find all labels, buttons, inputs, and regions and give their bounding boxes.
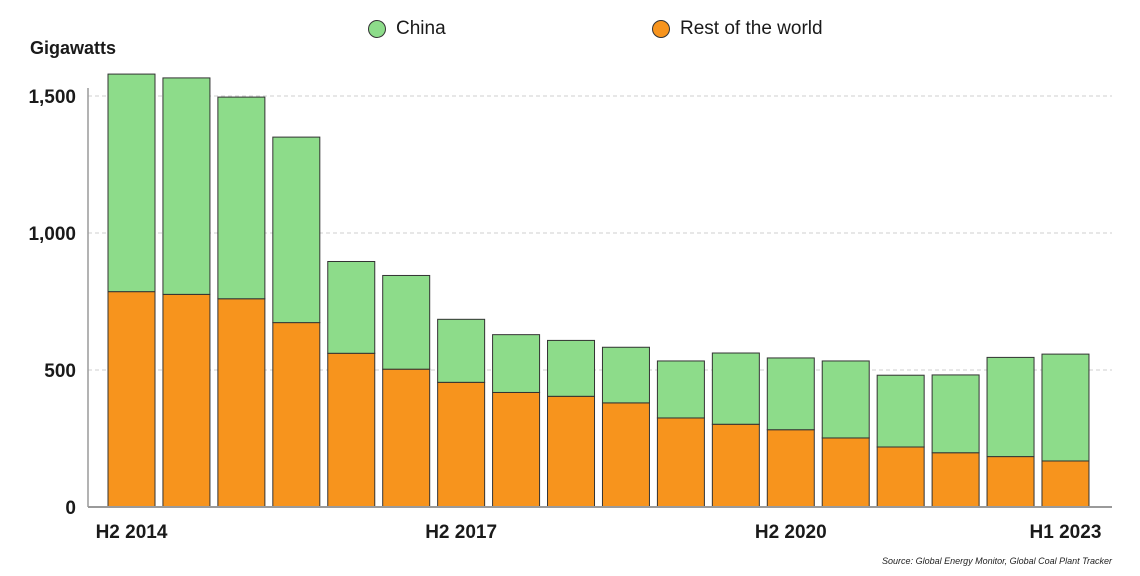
y-tick-label: 1,000 [28, 224, 76, 245]
bar-rest-of-world [986, 456, 1035, 508]
bar-rest-of-world [601, 402, 650, 508]
bar-rest-of-world [711, 423, 760, 508]
x-tick-label: H1 2023 [1030, 522, 1102, 543]
bar-china [766, 357, 815, 431]
bar-china [437, 318, 486, 383]
bar-china [272, 136, 321, 324]
bar-china [547, 339, 596, 397]
bar-rest-of-world [656, 417, 705, 508]
bar-china [821, 360, 870, 439]
legend-label-rest: Rest of the world [680, 18, 823, 39]
legend-swatch-rest [652, 20, 670, 38]
y-tick-label: 0 [65, 498, 76, 519]
bar-china [711, 352, 760, 425]
bar-rest-of-world [492, 391, 541, 508]
bar-rest-of-world [327, 352, 376, 508]
bar-rest-of-world [437, 381, 486, 508]
bar-rest-of-world [162, 293, 211, 508]
bar-rest-of-world [547, 395, 596, 508]
bar-rest-of-world [217, 298, 266, 508]
bar-china [876, 374, 925, 448]
bar-china [162, 77, 211, 295]
legend-swatch-china [368, 20, 386, 38]
legend-item-rest: Rest of the world [652, 14, 823, 44]
bar-rest-of-world [876, 446, 925, 508]
source-note: Source: Global Energy Monitor, Global Co… [882, 556, 1112, 566]
legend-item-china: China [368, 14, 446, 44]
x-tick-label: H2 2020 [755, 522, 827, 543]
bar-rest-of-world [382, 368, 431, 508]
bar-china [107, 73, 156, 293]
y-tick-label: 1,500 [28, 87, 76, 108]
legend: China Rest of the world [0, 14, 1140, 44]
y-tick-label: 500 [44, 361, 76, 382]
bar-china [1041, 353, 1090, 462]
bar-china [382, 274, 431, 370]
x-tick-label: H2 2014 [96, 522, 168, 543]
bar-china [217, 96, 266, 300]
bar-rest-of-world [821, 437, 870, 508]
bar-china [931, 374, 980, 454]
legend-label-china: China [396, 18, 446, 39]
bar-china [327, 260, 376, 354]
bar-rest-of-world [107, 291, 156, 508]
bar-rest-of-world [1041, 460, 1090, 508]
x-tick-label: H2 2017 [425, 522, 497, 543]
bar-china [492, 334, 541, 393]
bar-china [656, 360, 705, 419]
bar-china [601, 346, 650, 404]
bar-rest-of-world [931, 452, 980, 508]
bar-rest-of-world [272, 322, 321, 508]
bar-rest-of-world [766, 429, 815, 508]
y-axis-label: Gigawatts [30, 38, 117, 58]
bar-china [986, 356, 1035, 458]
